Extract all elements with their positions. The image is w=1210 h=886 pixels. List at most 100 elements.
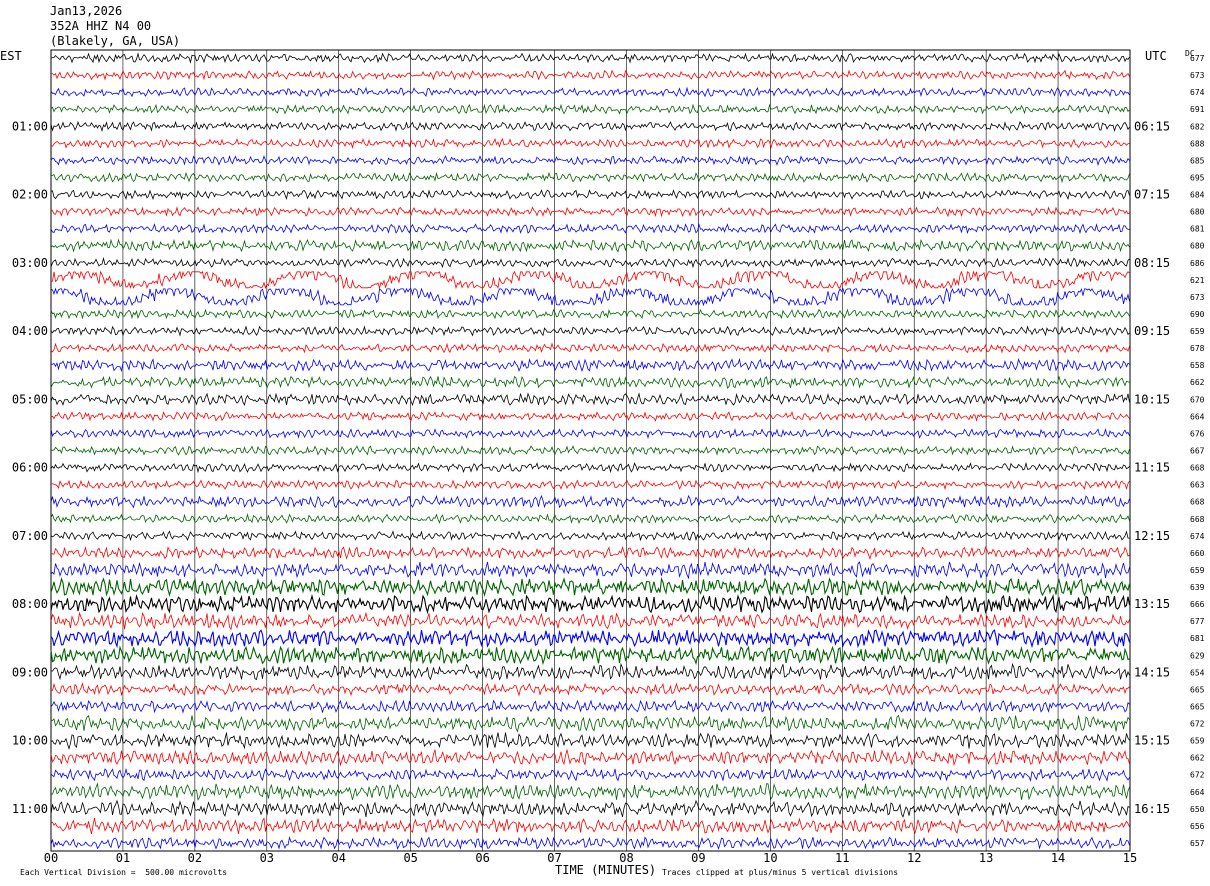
seismic-trace <box>50 410 1130 422</box>
dc-offset-label: 666 <box>1190 600 1205 609</box>
est-hour-label: 04:00 <box>12 324 48 338</box>
dc-offset-label: 668 <box>1190 464 1205 473</box>
seismic-trace <box>50 748 1130 767</box>
seismic-trace <box>50 137 1130 150</box>
seismic-trace <box>50 189 1130 201</box>
seismic-trace <box>50 682 1130 697</box>
dc-offset-label: 681 <box>1190 634 1205 643</box>
x-tick-label: 15 <box>1123 851 1137 865</box>
seismic-trace <box>50 392 1130 407</box>
seismic-trace <box>50 799 1130 819</box>
dc-offset-label: 663 <box>1190 481 1205 490</box>
est-hour-label: 10:00 <box>12 734 48 748</box>
utc-hour-label: 12:15 <box>1134 529 1170 543</box>
dc-offset-label: 650 <box>1190 805 1205 814</box>
dc-offset-label: 639 <box>1190 583 1205 592</box>
dc-offset-label: 668 <box>1190 515 1205 524</box>
dc-offset-label: 664 <box>1190 788 1205 797</box>
seismic-trace <box>50 427 1130 440</box>
utc-hour-label: 06:15 <box>1134 119 1170 133</box>
dc-offset-label: 664 <box>1190 412 1205 421</box>
x-tick-label: 03 <box>260 851 274 865</box>
header-location: (Blakely, GA, USA) <box>50 34 181 48</box>
dc-offset-label: 674 <box>1190 532 1205 541</box>
seismic-trace <box>50 611 1130 631</box>
dc-offset-label: 676 <box>1190 429 1205 438</box>
dc-offset-label: 672 <box>1190 771 1205 780</box>
seismic-trace <box>50 461 1130 474</box>
x-tick-label: 01 <box>116 851 130 865</box>
x-tick-label: 11 <box>835 851 849 865</box>
est-hour-label: 11:00 <box>12 802 48 816</box>
seismic-trace <box>50 577 1131 598</box>
x-tick-label: 08 <box>619 851 633 865</box>
utc-hour-label: 11:15 <box>1134 461 1170 475</box>
dc-offset-label: 690 <box>1190 310 1205 319</box>
seismic-trace <box>50 171 1130 184</box>
seismic-trace <box>50 308 1130 320</box>
dc-offset-label: 662 <box>1190 378 1205 387</box>
seismic-trace <box>50 238 1130 253</box>
dc-title: DC <box>1185 49 1195 58</box>
seismic-trace <box>51 782 1130 801</box>
seismic-trace <box>50 103 1130 115</box>
utc-hour-label: 13:15 <box>1134 597 1170 611</box>
x-tick-label: 04 <box>332 851 346 865</box>
dc-offset-label: 684 <box>1190 191 1205 200</box>
seismic-trace <box>50 699 1130 714</box>
seismic-trace <box>50 222 1130 235</box>
dc-offset-label: 659 <box>1190 327 1205 336</box>
x-tick-label: 10 <box>763 851 777 865</box>
dc-offset-label: 667 <box>1190 447 1205 456</box>
seismic-trace <box>50 629 1131 649</box>
dc-offset-label: 660 <box>1190 549 1205 558</box>
seismic-trace <box>50 325 1130 337</box>
est-hour-label: 09:00 <box>12 665 48 679</box>
est-hour-label: 01:00 <box>12 119 48 133</box>
seismic-trace <box>50 817 1130 835</box>
seismic-trace <box>50 256 1130 269</box>
seismic-trace <box>50 86 1130 98</box>
dc-offset-label: 677 <box>1190 617 1205 626</box>
x-tick-label: 05 <box>403 851 417 865</box>
dc-offset-label: 654 <box>1190 668 1205 677</box>
est-hour-label: 02:00 <box>12 188 48 202</box>
dc-offset-label: 674 <box>1190 88 1205 97</box>
est-hour-label: 03:00 <box>12 256 48 270</box>
label-group: 00 01 02 03 04 05 06 07 08 09 10 11 12 13 14 15 677 673 67… <box>12 54 1205 865</box>
dc-offset-label: 659 <box>1190 566 1205 575</box>
seismic-trace <box>50 714 1130 733</box>
x-tick-label: 00 <box>44 851 58 865</box>
x-tick-label: 09 <box>691 851 705 865</box>
dc-offset-label: 681 <box>1190 225 1205 234</box>
header-date: Jan13,2026 <box>50 4 123 18</box>
x-tick-label: 02 <box>188 851 202 865</box>
utc-hour-label: 16:15 <box>1134 802 1170 816</box>
seismic-trace <box>50 561 1130 580</box>
seismic-trace <box>50 270 1130 290</box>
x-tick-label: 12 <box>907 851 921 865</box>
dc-offset-label: 670 <box>1190 395 1205 404</box>
seismic-trace <box>50 287 1130 307</box>
right-axis-title: UTC <box>1145 49 1167 63</box>
seismic-trace <box>50 120 1130 132</box>
dc-offset-label: 672 <box>1190 720 1205 729</box>
seismic-trace <box>50 513 1130 525</box>
seismic-trace <box>50 835 1130 850</box>
utc-hour-label: 08:15 <box>1134 256 1170 270</box>
dc-offset-label: 629 <box>1190 651 1205 660</box>
dc-offset-label: 695 <box>1190 173 1205 182</box>
seismic-trace <box>50 154 1130 167</box>
dc-offset-label: 665 <box>1190 685 1205 694</box>
header-station: 352A HHZ N4 00 <box>50 19 152 33</box>
est-hour-label: 08:00 <box>12 597 48 611</box>
footer-clip-note: Traces clipped at plus/minus 5 vertical … <box>662 868 899 877</box>
dc-offset-label: 678 <box>1190 344 1205 353</box>
dc-offset-label: 680 <box>1190 208 1205 217</box>
dc-offset-label: 658 <box>1190 361 1205 370</box>
seismic-trace <box>50 732 1130 750</box>
dc-offset-label: 665 <box>1190 702 1205 711</box>
utc-hour-label: 09:15 <box>1134 324 1170 338</box>
dc-offset-label: 657 <box>1190 839 1205 848</box>
seismic-trace <box>50 69 1130 81</box>
